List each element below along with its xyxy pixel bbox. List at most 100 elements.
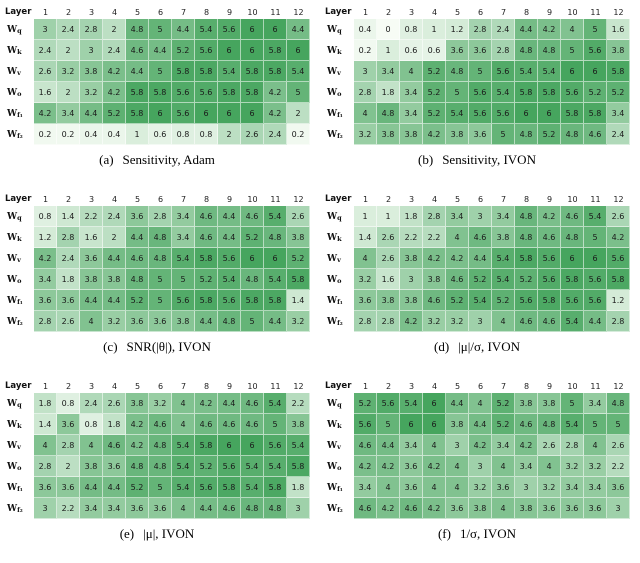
heatmap-cell-r6c2: 2.6 [57, 311, 80, 332]
heatmap-cell-r1c6: 3 [469, 206, 492, 227]
column-header-2: 2 [385, 7, 392, 17]
heatmap-cell-r4c2: 2 [57, 456, 80, 477]
heatmap-cell-r3c3: 4 [400, 61, 423, 82]
heatmap-cell-r3c2: 4.4 [377, 435, 400, 456]
caption-text: SNR(|θ|), IVON [126, 339, 211, 354]
heatmap-cell-r2c5: 3.6 [446, 40, 469, 61]
heatmap-cell-r5c4: 4.4 [103, 290, 126, 311]
heatmap-cell-r3c3: 3.4 [400, 435, 423, 456]
heatmap-cell-r2c2: 2 [57, 40, 80, 61]
heatmap-cell-r4c12: 5.8 [287, 456, 310, 477]
column-header-2: 2 [65, 7, 72, 17]
heatmap-cell-r3c4: 4.2 [423, 248, 446, 269]
heatmap-cell-r2c8: 4.6 [195, 227, 218, 248]
column-header-3: 3 [88, 381, 95, 391]
heatmap-cell-r2c4: 6 [423, 414, 446, 435]
heatmap-cell-r1c3: 2.8 [80, 19, 103, 40]
heatmap-cell-r3c9: 5.4 [538, 61, 561, 82]
heatmap-cell-r3c10: 2.8 [561, 435, 584, 456]
heatmap-cell-r2c8: 4.6 [195, 414, 218, 435]
heatmap-cell-r5c6: 5.6 [469, 103, 492, 124]
heatmap-cell-r4c7: 5.6 [172, 82, 195, 103]
heatmap-cell-r2c9: 6 [218, 40, 241, 61]
heatmap-cell-r2c4: 0.6 [423, 40, 446, 61]
heatmap-cell-r4c2: 1.8 [377, 82, 400, 103]
heatmap-cell-r4c11: 3.2 [584, 456, 607, 477]
heatmap-cell-r2c2: 2.6 [377, 227, 400, 248]
column-header-6: 6 [477, 381, 484, 391]
heatmap-cell-r2c7: 5.2 [492, 414, 515, 435]
heatmap-cell-r6c11: 2.4 [264, 124, 287, 145]
heatmap-cell-r3c7: 5.6 [492, 61, 515, 82]
heatmap-cell-r3c2: 2.6 [377, 248, 400, 269]
heatmap-cell-r3c5: 4.2 [126, 435, 149, 456]
heatmap-cell-r1c4: 6 [423, 393, 446, 414]
heatmap-cell-r3c8: 5.8 [195, 435, 218, 456]
heatmap-cell-r2c10: 6 [241, 40, 264, 61]
heatmap-cell-r2c5: 4.6 [126, 40, 149, 61]
caption-letter: (c) [103, 339, 118, 354]
heatmap-cell-r2c1: 1.4 [34, 414, 57, 435]
heatmap-cell-r4c9: 5.6 [218, 456, 241, 477]
heatmap-cell-r1c4: 1 [423, 19, 446, 40]
heatmap-cell-r5c1: 4.2 [34, 103, 57, 124]
heatmap-cell-r1c11: 5.4 [584, 206, 607, 227]
heatmap-cell-r2c4: 1.8 [103, 414, 126, 435]
heatmap-cell-r5c3: 3.6 [400, 477, 423, 498]
column-header-2: 2 [65, 194, 72, 204]
heatmap-cell-r4c3: 3.2 [80, 82, 103, 103]
heatmap-cell-r4c10: 5.4 [241, 456, 264, 477]
heatmap-cell-r4c7: 5.4 [172, 456, 195, 477]
heatmap-cell-r4c3: 3.8 [80, 269, 103, 290]
heatmap-cell-r2c12: 3.8 [287, 414, 310, 435]
column-header-5: 5 [454, 381, 461, 391]
heatmap-cell-r5c10: 5.8 [241, 290, 264, 311]
column-header-4: 4 [431, 381, 438, 391]
column-header-11: 11 [590, 7, 601, 17]
heatmap-cell-r5c5: 5.2 [126, 477, 149, 498]
heatmap-cell-r4c1: 2.8 [34, 456, 57, 477]
heatmap-cell-r5c6: 5 [149, 290, 172, 311]
heatmap-cell-r4c11: 5.4 [264, 269, 287, 290]
heatmap-cell-r3c2: 2.8 [57, 435, 80, 456]
column-header-4: 4 [111, 381, 118, 391]
heatmap-cell-r4c5: 4 [446, 456, 469, 477]
heatmap-cell-r4c1: 1.6 [34, 82, 57, 103]
heatmap-cell-r4c9: 4 [538, 456, 561, 477]
heatmap-cell-r5c4: 5.2 [423, 103, 446, 124]
heatmap-cell-r4c9: 5.8 [218, 82, 241, 103]
heatmap-cell-r1c8: 4.2 [195, 393, 218, 414]
heatmap-cell-r3c11: 6 [584, 248, 607, 269]
heatmap-cell-r2c6: 4.4 [149, 40, 172, 61]
heatmap-cell-r5c12: 2 [287, 103, 310, 124]
column-header-5: 5 [134, 381, 141, 391]
heatmap-cell-r4c4: 4.2 [103, 82, 126, 103]
heatmap-cell-r5c5: 5.4 [446, 103, 469, 124]
column-header-10: 10 [567, 194, 578, 204]
heatmap-cell-r1c3: 1.8 [400, 206, 423, 227]
column-header-8: 8 [523, 7, 530, 17]
heatmap-cell-r2c6: 3.6 [469, 40, 492, 61]
heatmap-cell-r1c9: 3.8 [538, 393, 561, 414]
heatmap-cell-r5c4: 4 [423, 477, 446, 498]
heatmap-cell-r2c10: 4.6 [241, 414, 264, 435]
heatmap-cell-r3c3: 4 [80, 435, 103, 456]
column-header-3: 3 [408, 7, 415, 17]
column-header-9: 9 [546, 381, 553, 391]
heatmap-cell-r5c3: 4.4 [80, 290, 103, 311]
heatmap-cell-r3c8: 5.4 [515, 61, 538, 82]
heatmap-cell-r6c6: 3.8 [469, 498, 492, 519]
heatmap-cell-r5c5: 5.2 [126, 290, 149, 311]
column-header-12: 12 [293, 194, 304, 204]
heatmap-cell-r1c6: 4 [469, 393, 492, 414]
heatmap-cell-r6c3: 3.8 [400, 124, 423, 145]
